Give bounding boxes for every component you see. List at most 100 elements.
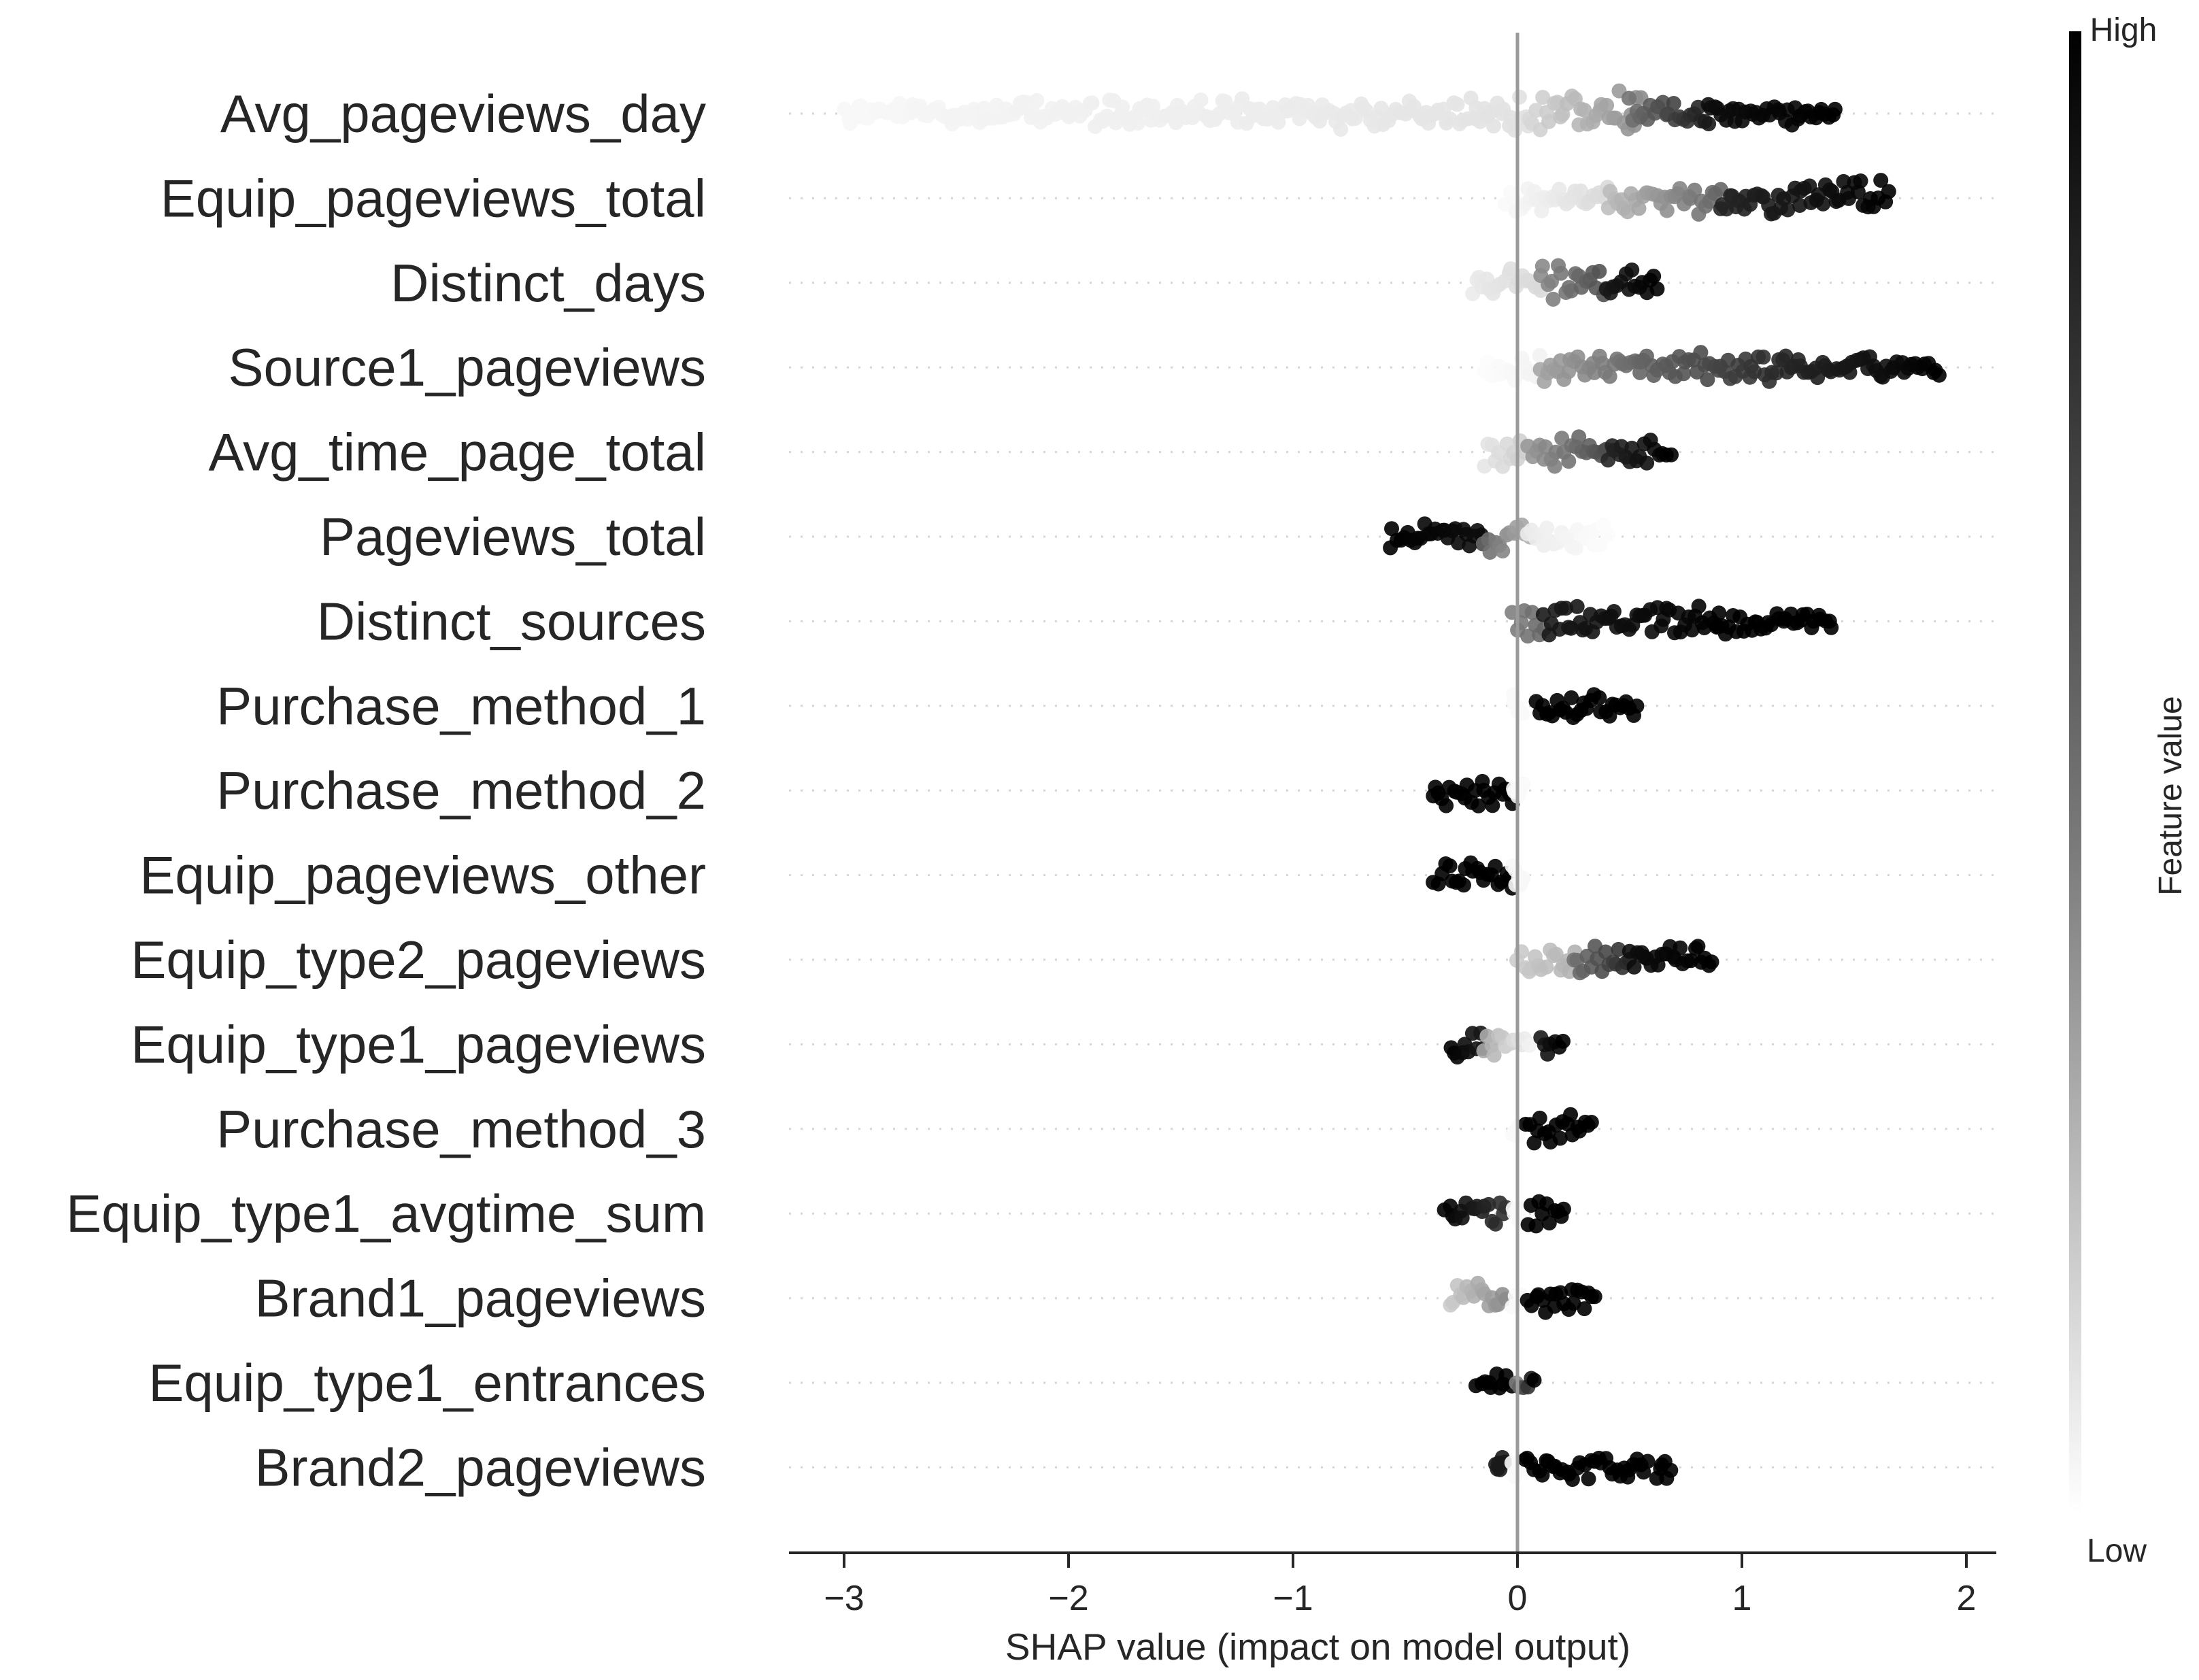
feature-row-points [1505, 599, 1839, 644]
data-point [1569, 599, 1585, 614]
colorbar: High Low Feature value [2069, 12, 2189, 1569]
data-point [1515, 871, 1531, 886]
data-point [1690, 939, 1706, 954]
data-point [1479, 354, 1495, 370]
data-point [1624, 262, 1640, 278]
data-point [1700, 372, 1715, 388]
colorbar-title: Feature value [2153, 696, 2189, 896]
data-point [1577, 103, 1592, 118]
feature-row-points [1443, 1275, 1602, 1320]
feature-label: Pageviews_total [320, 507, 706, 567]
feature-row-points [1437, 1194, 1571, 1234]
x-tick-label: −3 [824, 1579, 864, 1618]
data-point [1810, 370, 1826, 386]
data-point [1600, 527, 1616, 543]
data-point [1673, 940, 1688, 956]
data-point [1640, 1454, 1656, 1469]
data-point [1564, 690, 1579, 705]
data-point [1534, 258, 1550, 274]
data-point [1561, 454, 1577, 469]
data-point [1659, 203, 1675, 218]
data-point [1631, 201, 1647, 216]
data-point [1115, 99, 1130, 115]
data-point [1456, 877, 1471, 893]
feature-label: Equip_type1_pageviews [131, 1014, 706, 1074]
feature-label: Equip_type1_avgtime_sum [66, 1183, 706, 1243]
data-point [1347, 111, 1363, 126]
data-point [1556, 1033, 1571, 1049]
data-point [1333, 122, 1349, 137]
data-point [1881, 184, 1896, 199]
feature-label: Purchase_method_2 [216, 760, 706, 820]
data-point [1558, 601, 1574, 616]
feature-label: Equip_type2_pageviews [131, 930, 706, 990]
feature-row-points [1497, 173, 1896, 222]
data-point [1528, 1218, 1544, 1234]
data-point [1815, 196, 1831, 212]
feature-label: Avg_time_page_total [209, 422, 706, 482]
x-axis-title: SHAP value (impact on model output) [1005, 1626, 1630, 1668]
feature-row-points [1383, 516, 1616, 560]
data-point [1632, 365, 1648, 380]
data-point [1564, 1472, 1580, 1488]
data-point [1602, 369, 1617, 384]
data-point [1592, 537, 1608, 552]
feature-label: Equip_pageviews_total [161, 168, 706, 228]
feature-row-points [1488, 1449, 1679, 1488]
data-point [1704, 954, 1719, 970]
data-point [1606, 604, 1622, 619]
data-point [1522, 1038, 1537, 1053]
feature-row-points [1505, 1107, 1599, 1151]
data-point [1639, 455, 1655, 471]
data-point [1532, 1110, 1547, 1126]
data-point [1931, 367, 1947, 383]
data-point [1503, 261, 1519, 277]
data-point [1711, 605, 1727, 621]
data-point [1486, 118, 1501, 134]
data-point [1556, 1201, 1571, 1217]
data-point [1526, 1373, 1542, 1388]
x-tick-label: −1 [1273, 1579, 1313, 1618]
feature-row-points [1477, 345, 1947, 389]
data-point [1646, 269, 1662, 284]
data-point [847, 110, 863, 126]
data-point [1693, 345, 1709, 360]
data-point [1621, 90, 1636, 106]
feature-row-points [1509, 939, 1719, 981]
data-point [1655, 95, 1671, 110]
data-point [1481, 1196, 1496, 1212]
data-point [1535, 90, 1551, 105]
data-point [1130, 116, 1145, 131]
feature-label: Brand1_pageviews [255, 1269, 706, 1328]
data-point [1442, 858, 1458, 874]
data-point [1663, 1462, 1679, 1478]
feature-row-points [1443, 1025, 1571, 1065]
data-point [1548, 946, 1564, 962]
data-point [1666, 96, 1681, 111]
feature-label: Equip_type1_entrances [148, 1353, 706, 1413]
data-point [1488, 1216, 1503, 1232]
data-point [1571, 429, 1587, 445]
data-point [1486, 1047, 1502, 1063]
data-point [1084, 95, 1100, 111]
feature-label: Distinct_sources [317, 591, 706, 651]
data-point [1384, 521, 1399, 537]
data-point [1568, 541, 1583, 556]
data-point [1515, 776, 1531, 792]
data-point [1602, 708, 1617, 724]
feature-label: Purchase_method_3 [216, 1099, 706, 1159]
data-point [1454, 1210, 1470, 1226]
data-point [1768, 365, 1784, 381]
data-point [1485, 798, 1500, 813]
data-point [1599, 97, 1615, 113]
data-point [1534, 1467, 1550, 1483]
feature-row-points [1468, 1366, 1542, 1396]
data-point [1619, 204, 1635, 220]
data-point [1526, 1135, 1542, 1151]
data-point [1495, 543, 1511, 559]
data-point [1512, 89, 1527, 105]
data-point [1756, 349, 1771, 365]
x-tick-label: −2 [1048, 1579, 1088, 1618]
data-point [1780, 202, 1796, 218]
